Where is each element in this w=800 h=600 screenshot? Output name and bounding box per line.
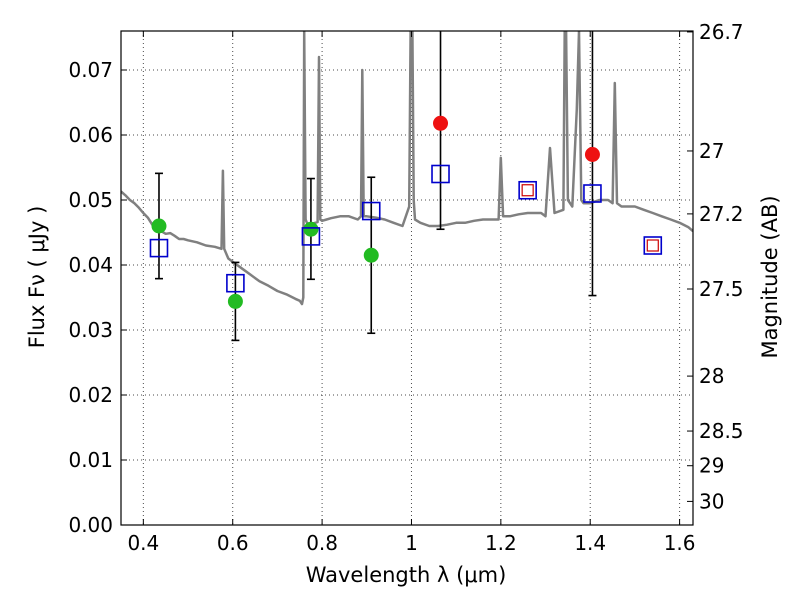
y-tick-label: 0.06 xyxy=(68,123,113,147)
x-tick-label: 1 xyxy=(405,531,418,555)
y-tick-label: 0.07 xyxy=(68,58,113,82)
y-axis-title: Flux Fν ( μJy ) xyxy=(25,206,49,349)
green-data-point xyxy=(363,247,379,263)
red-data-point xyxy=(433,115,449,131)
green-data-point xyxy=(227,293,243,309)
spectrum-layer xyxy=(121,31,693,306)
model-square xyxy=(149,238,169,258)
y2-tick-label: 27 xyxy=(699,139,724,163)
y2-tick-label: 30 xyxy=(699,489,724,513)
model-square xyxy=(583,184,602,203)
model-square xyxy=(361,201,381,221)
error-bars xyxy=(154,31,597,342)
x-tick-label: 0.4 xyxy=(127,531,159,555)
y2-tick-label: 27.5 xyxy=(699,277,744,301)
x-axis-title: Wavelength λ (μm) xyxy=(306,563,507,587)
markers xyxy=(149,115,663,309)
y2-tick-label: 28 xyxy=(699,364,724,388)
x-tick-label: 0.6 xyxy=(217,531,249,555)
model-square xyxy=(518,180,537,200)
y2-axis-title: Magnitude (AB) xyxy=(758,195,782,358)
model-square xyxy=(301,227,321,246)
x-tick-label: 1.6 xyxy=(664,531,696,555)
y2-tick-label: 26.7 xyxy=(699,20,744,44)
inner-red-square xyxy=(521,184,534,197)
model-square xyxy=(431,164,450,184)
y-tick-label: 0.03 xyxy=(68,318,113,342)
y-tick-label: 0.04 xyxy=(68,253,113,277)
y2-tick-label: 28.5 xyxy=(699,419,744,443)
green-data-point xyxy=(303,221,319,237)
x-tick-label: 1.2 xyxy=(485,531,517,555)
green-data-point xyxy=(151,218,167,234)
y-tick-label: 0.05 xyxy=(68,188,113,212)
inner-red-square xyxy=(646,239,659,252)
y2-tick-label: 27.2 xyxy=(699,202,744,226)
plot-frame xyxy=(120,30,694,526)
y-tick-label: 0.00 xyxy=(68,513,113,537)
y-tick-label: 0.01 xyxy=(68,448,113,472)
model-square xyxy=(643,236,663,255)
red-data-point xyxy=(584,147,600,162)
model-square xyxy=(226,273,245,293)
ticks: 0.4 0.6 0.8 1 1.2 1.4 1.6 0.00 0.01 0.02 0.03 0.04 0… xyxy=(68,20,743,555)
grid xyxy=(121,31,693,525)
x-tick-label: 1.4 xyxy=(574,531,606,555)
y2-tick-label: 29 xyxy=(699,454,724,478)
spectrum-line xyxy=(121,31,693,306)
y-tick-label: 0.02 xyxy=(68,383,113,407)
x-tick-label: 0.8 xyxy=(306,531,338,555)
